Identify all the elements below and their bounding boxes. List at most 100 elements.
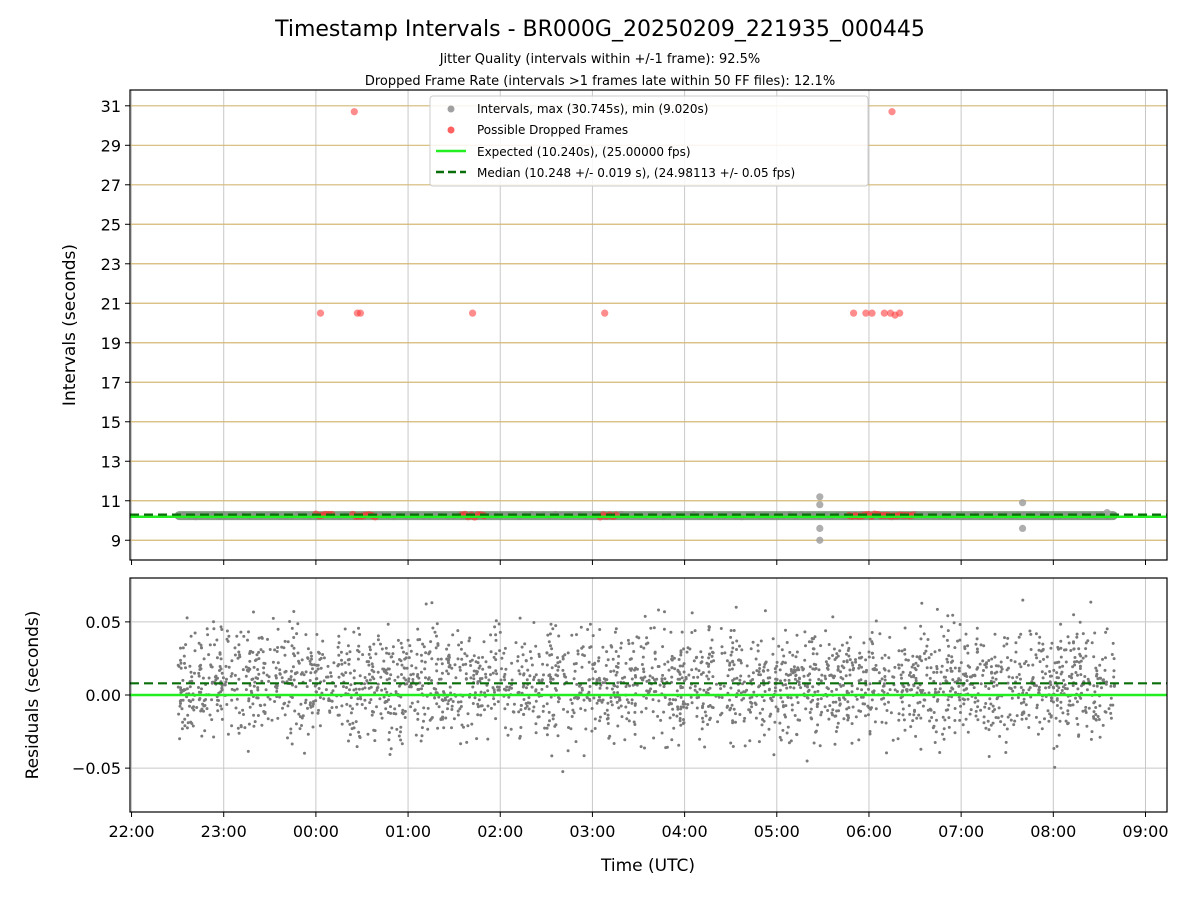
residual-point	[974, 714, 978, 718]
residual-point	[511, 710, 515, 714]
residual-point	[1057, 676, 1060, 680]
residual-point	[534, 722, 538, 726]
residual-point	[831, 615, 835, 619]
residual-point	[348, 688, 351, 692]
residual-point	[989, 702, 993, 706]
residual-point	[531, 709, 535, 713]
residual-point	[1085, 724, 1089, 728]
residuals-series	[176, 598, 1116, 774]
residual-point	[437, 705, 441, 709]
residual-point	[180, 727, 184, 731]
residual-point	[792, 686, 796, 690]
residual-point	[351, 707, 354, 711]
residual-point	[888, 688, 892, 692]
residual-point	[543, 726, 547, 730]
residual-point	[1051, 700, 1055, 704]
residual-point	[388, 753, 392, 756]
residual-point	[492, 688, 496, 692]
residual-point	[771, 637, 775, 641]
residual-point	[379, 642, 382, 646]
residual-point	[957, 669, 961, 673]
residual-point	[956, 639, 959, 643]
residual-point	[247, 699, 251, 703]
residual-point	[452, 717, 456, 721]
residual-point	[624, 661, 628, 665]
residual-point	[417, 676, 421, 680]
residual-point	[778, 688, 782, 692]
residual-point	[373, 691, 377, 695]
residual-point	[442, 690, 445, 694]
residual-point	[953, 719, 957, 722]
residual-point	[1055, 704, 1059, 707]
residual-point	[389, 673, 393, 677]
residual-point	[1027, 726, 1031, 729]
residual-point	[1076, 687, 1080, 691]
residual-point	[819, 713, 823, 717]
residual-point	[701, 716, 704, 720]
residual-point	[1075, 635, 1079, 639]
residual-point	[322, 697, 326, 701]
residual-point	[990, 657, 994, 661]
residual-point	[700, 727, 704, 731]
residual-point	[848, 668, 852, 672]
residual-point	[507, 688, 511, 692]
residual-point	[556, 656, 559, 660]
residual-point	[919, 716, 923, 720]
residual-point	[1069, 675, 1073, 679]
residual-point	[1014, 641, 1018, 645]
residual-point	[402, 666, 406, 670]
residual-point	[828, 704, 832, 708]
residual-point	[534, 731, 538, 735]
residual-point	[244, 665, 248, 669]
residual-point	[1010, 696, 1014, 700]
residual-point	[1086, 677, 1090, 681]
residual-point	[862, 670, 865, 674]
residual-point	[407, 679, 411, 683]
residual-point	[446, 672, 450, 676]
residual-point	[179, 658, 182, 662]
residual-point	[612, 669, 616, 673]
residual-point	[627, 642, 631, 646]
residual-point	[404, 678, 408, 682]
residual-point	[176, 685, 180, 689]
residual-point	[1077, 660, 1081, 664]
residual-point	[435, 622, 439, 626]
residual-point	[209, 665, 213, 669]
residual-point	[958, 623, 962, 626]
residual-point	[820, 673, 824, 677]
residual-point	[612, 691, 616, 695]
residual-point	[380, 716, 384, 720]
residual-point	[864, 670, 868, 674]
residual-point	[791, 653, 795, 657]
residual-point	[1037, 648, 1041, 652]
residual-point	[456, 629, 460, 633]
residual-point	[942, 634, 946, 638]
residual-point	[604, 664, 608, 667]
residual-point	[328, 709, 332, 713]
residual-point	[623, 675, 627, 679]
residual-point	[1078, 620, 1082, 624]
residual-point	[885, 709, 889, 712]
residual-point	[306, 656, 310, 660]
residual-point	[665, 745, 669, 749]
residual-point	[827, 656, 831, 660]
residual-point	[445, 669, 449, 673]
residual-point	[672, 713, 675, 717]
residual-point	[436, 726, 440, 730]
residual-point	[981, 673, 985, 677]
residual-point	[590, 707, 594, 710]
residual-point	[257, 672, 261, 676]
residual-point	[597, 656, 601, 660]
residual-point	[619, 641, 623, 645]
residual-point	[921, 688, 925, 692]
residual-point	[188, 685, 192, 689]
residual-point	[468, 636, 472, 640]
residual-point	[817, 668, 821, 672]
residual-point	[747, 708, 751, 712]
residual-point	[442, 726, 446, 730]
residual-point	[1012, 723, 1016, 727]
residual-point	[439, 677, 443, 681]
residual-point	[748, 739, 752, 743]
